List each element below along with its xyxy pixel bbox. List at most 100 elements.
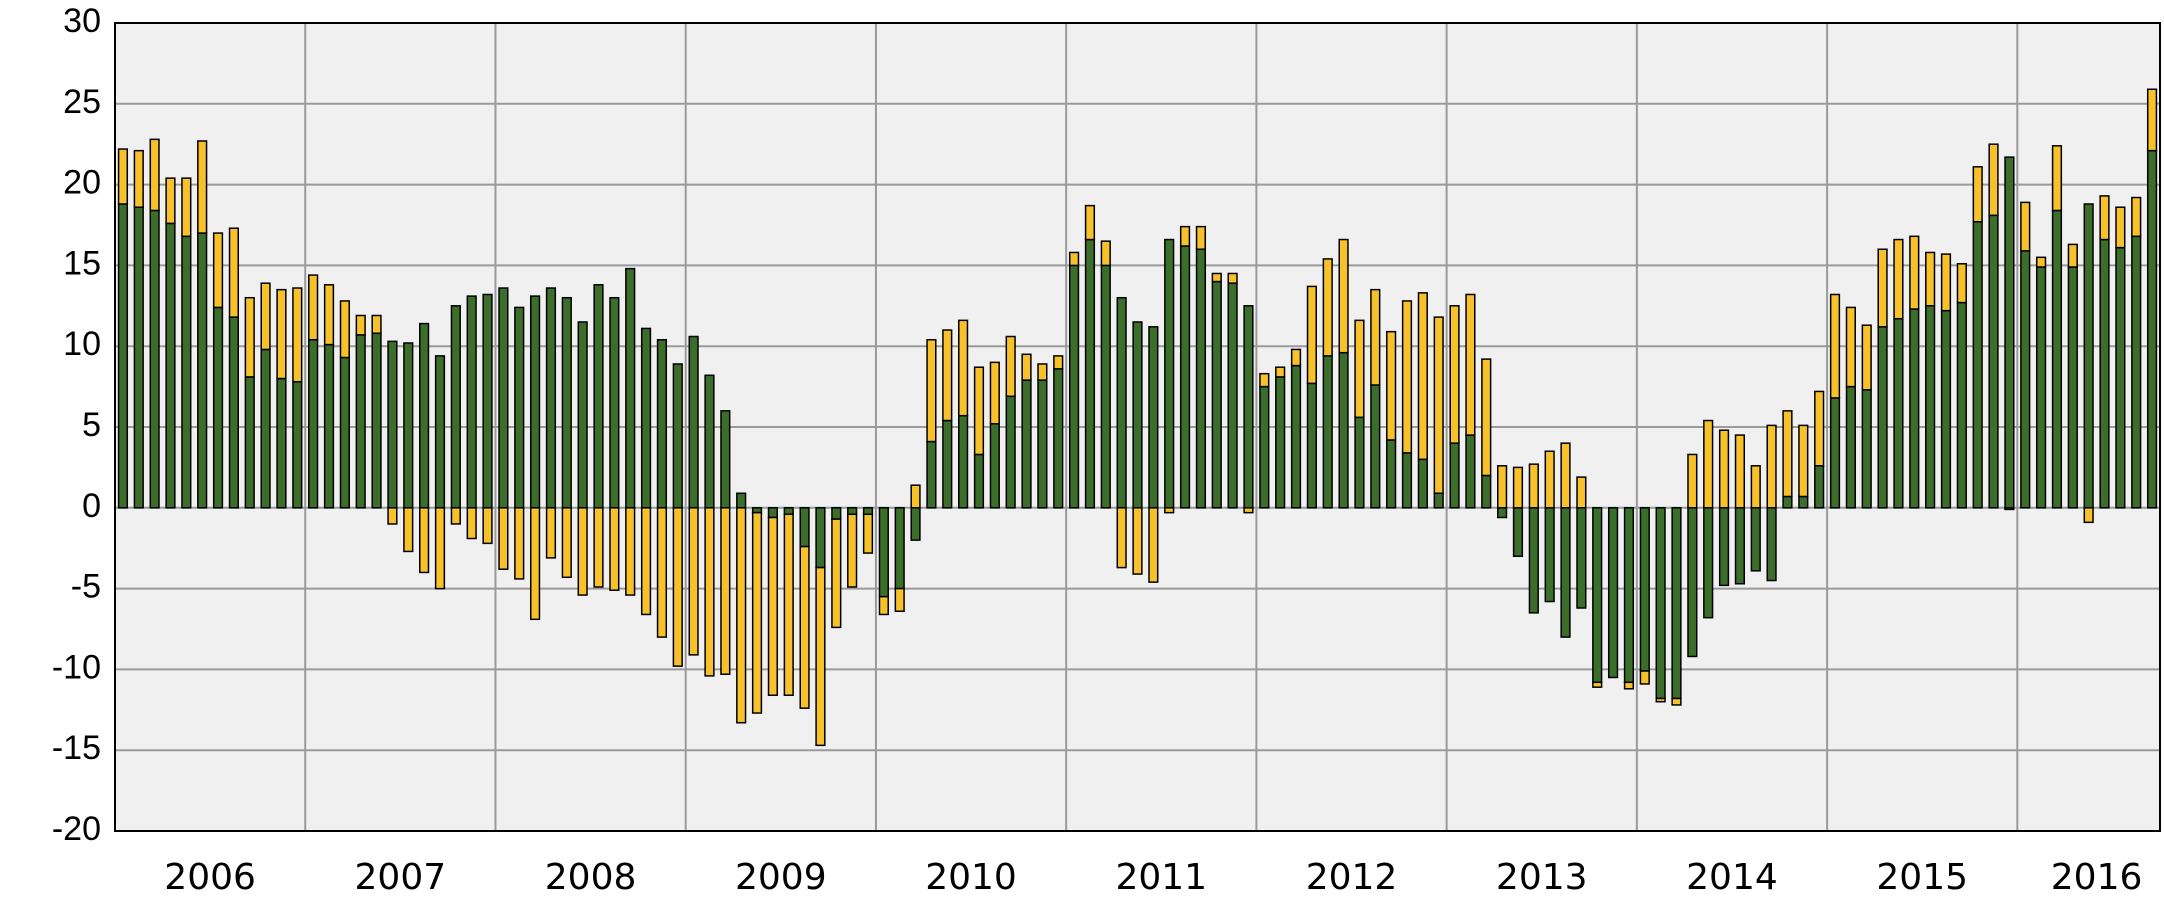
bar-segment	[1306, 382, 1317, 509]
bar-segment	[1718, 507, 1730, 587]
bar-segment	[514, 507, 525, 580]
bar-segment	[989, 361, 1000, 425]
bar-segment	[1893, 238, 1904, 320]
bar-segment	[1164, 507, 1175, 514]
bar-segment	[1592, 681, 1603, 688]
bar-segment	[1560, 507, 1571, 638]
bar-segment	[672, 507, 683, 667]
bar-segment	[2051, 145, 2063, 212]
bar-segment	[1544, 507, 1555, 603]
bar-segment	[212, 232, 224, 309]
bar-segment	[942, 419, 953, 509]
bar-segment	[799, 545, 810, 709]
bar-segment	[1782, 495, 1793, 509]
bar-segment	[1481, 474, 1492, 509]
bar-segment	[1877, 248, 1888, 328]
bar-segment	[1845, 306, 1856, 388]
bar-segment	[1576, 476, 1587, 509]
bar-segment	[1227, 272, 1238, 284]
bar-segment	[1988, 143, 1999, 217]
bar-segment	[228, 316, 240, 509]
bar-segment	[1306, 285, 1317, 385]
bar-segment	[2035, 266, 2047, 509]
bar-segment	[1132, 507, 1143, 575]
bar-segment	[482, 507, 493, 545]
x-tick-label: 2013	[1496, 857, 1588, 898]
bar-segment	[1005, 335, 1016, 398]
bar-segment	[545, 287, 557, 509]
bar-segment	[434, 355, 446, 509]
bar-segment	[1512, 466, 1524, 509]
bar-segment	[973, 366, 985, 456]
bar-segment	[783, 513, 794, 697]
bar-segment	[2115, 206, 2126, 249]
bar-segment	[958, 414, 969, 509]
bar-segment	[2083, 507, 2094, 524]
bar-segment	[1290, 348, 1302, 367]
bar-segment	[688, 507, 699, 656]
bar-segment	[292, 381, 303, 509]
bar-segment	[973, 453, 985, 509]
bar-segment	[704, 507, 715, 677]
bar-segment	[181, 235, 192, 509]
bar-segment	[339, 300, 350, 359]
bar-segment	[2020, 250, 2031, 509]
y-tick-label: 25	[63, 83, 101, 121]
bar-segment	[1909, 235, 1920, 310]
bar-segment	[1179, 245, 1191, 509]
bar-segment	[165, 177, 176, 225]
bar-segment	[1211, 272, 1222, 283]
bar-segment	[1750, 507, 1761, 572]
bar-segment	[1861, 389, 1872, 509]
x-tick-label: 2009	[735, 857, 827, 898]
bar-segment	[403, 342, 414, 509]
bar-segment	[165, 222, 176, 509]
bar-segment	[831, 507, 842, 520]
bar-segment	[577, 507, 588, 596]
bar-segment	[498, 507, 509, 570]
bar-segment	[1528, 507, 1539, 614]
x-tick-label: 2008	[545, 857, 637, 898]
x-tick-label: 2006	[164, 857, 256, 898]
bar-segment	[1148, 326, 1159, 509]
y-tick-label: -10	[52, 648, 101, 686]
bar-segment	[498, 287, 509, 509]
bar-segment	[1100, 264, 1111, 509]
bar-segment	[1481, 358, 1492, 477]
bar-segment	[1164, 238, 1175, 509]
bar-segment	[1386, 439, 1397, 509]
bar-segment	[308, 274, 319, 341]
bar-segment	[197, 140, 208, 234]
bar-segment	[323, 284, 335, 346]
bar-segment	[1005, 395, 1016, 509]
bar-segment	[672, 363, 683, 509]
bar-segment	[529, 507, 541, 621]
y-tick-label: 0	[82, 487, 101, 525]
bar-segment	[1972, 166, 1983, 223]
bar-segment	[1401, 452, 1413, 509]
bar-segment	[942, 329, 953, 422]
bar-segment	[1687, 507, 1698, 658]
x-tick-label: 2007	[355, 857, 447, 898]
bar-segment	[1116, 296, 1127, 509]
bar-segment	[1734, 434, 1746, 509]
bar-segment	[1814, 390, 1825, 467]
bar-segment	[482, 293, 493, 509]
bar-segment	[862, 507, 874, 516]
bar-segment	[1100, 240, 1111, 267]
bar-segment	[1322, 355, 1333, 509]
y-tick-label: 15	[63, 244, 101, 282]
bar-segment	[2051, 209, 2063, 509]
bar-segment	[736, 492, 747, 509]
bar-segment	[640, 327, 652, 509]
bar-segment	[609, 296, 620, 509]
bar-segment	[1211, 280, 1222, 509]
bar-segment	[149, 138, 160, 212]
bar-segment	[2146, 149, 2158, 509]
bar-segment	[2083, 203, 2094, 509]
bar-segment	[1909, 308, 1920, 509]
bar-segment	[371, 332, 382, 509]
bar-segment	[1766, 507, 1777, 582]
bar-segment	[1528, 463, 1539, 509]
